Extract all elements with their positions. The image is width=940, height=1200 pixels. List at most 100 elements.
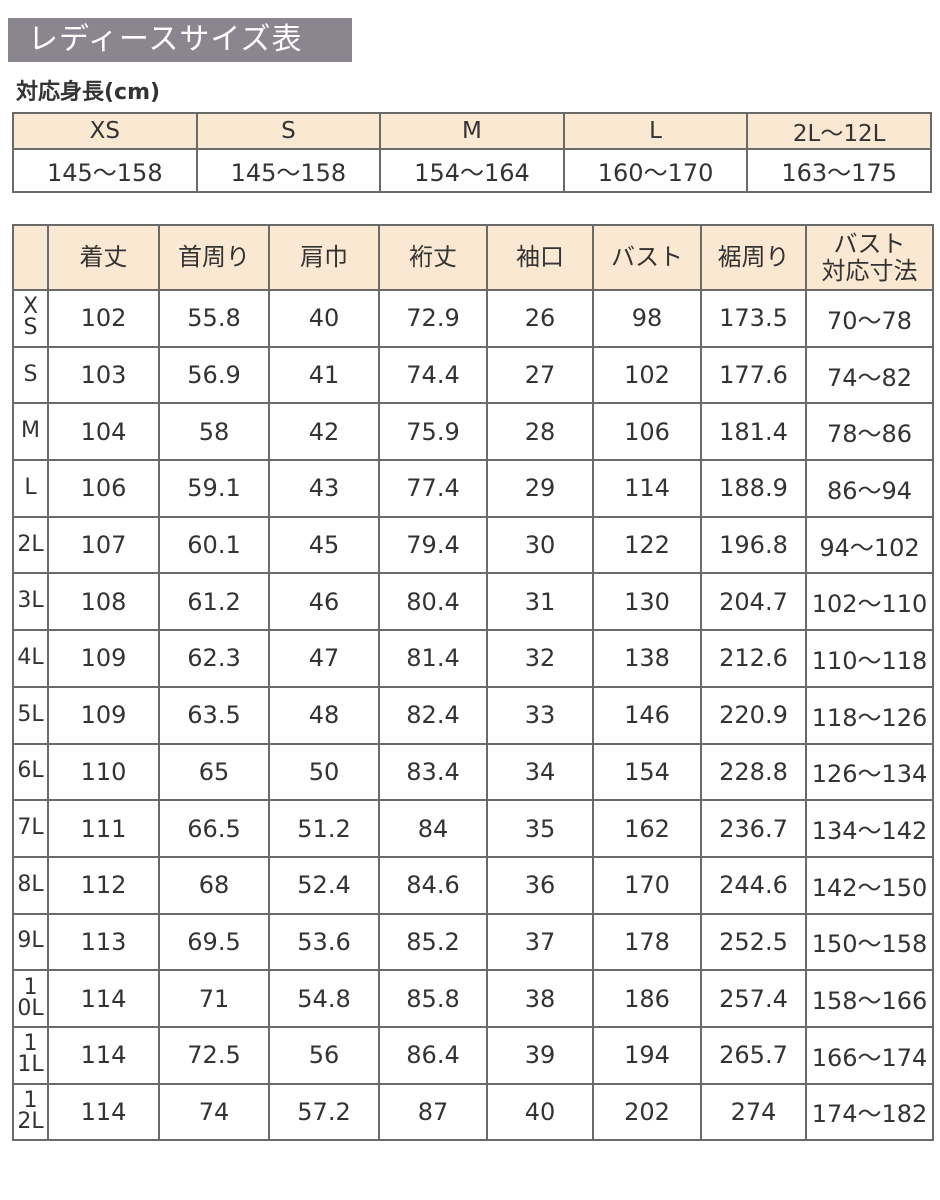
measurement: 80.4 — [378, 572, 488, 632]
measurement: 130 — [592, 572, 702, 632]
column-header: 裄丈 — [378, 224, 488, 291]
size-label: 12L — [17, 1088, 44, 1134]
measurement: 36 — [486, 855, 594, 915]
measurement: 55.8 — [158, 289, 270, 348]
size-row: M 104 58 42 75.9 28 106 181.4 78〜86 — [12, 402, 934, 462]
size-row: XS 102 55.8 40 72.9 26 98 173.5 70〜78 — [12, 289, 934, 348]
size-row: 9L 113 69.5 53.6 85.2 37 178 252.5 150〜158 — [12, 912, 934, 972]
measurement: 194 — [592, 1025, 702, 1085]
measurement: 59.1 — [158, 459, 270, 518]
measurement: 150〜158 — [805, 912, 934, 972]
measurement: 84.6 — [378, 855, 488, 915]
column-header: 袖口 — [486, 224, 594, 291]
measurement: 30 — [486, 515, 594, 575]
size-table: 着丈 首周り 肩巾 裄丈 袖口 バスト 裾周り バスト 対応寸法 XS 102 55.8 40 72.9… — [12, 224, 934, 1142]
size-label-cell: M — [12, 402, 49, 462]
measurement: 46 — [268, 572, 380, 632]
measurement: 52.4 — [268, 855, 380, 915]
measurement: 236.7 — [700, 799, 807, 858]
measurement: 204.7 — [700, 572, 807, 632]
column-header: 首周り — [158, 224, 270, 291]
size-row: 4L 109 62.3 47 81.4 32 138 212.6 110〜118 — [12, 629, 934, 688]
measurement: 35 — [486, 799, 594, 858]
height-range: 145〜158 — [195, 148, 382, 193]
measurement: 181.4 — [700, 402, 807, 462]
column-header: バスト — [592, 224, 702, 291]
size-row: 6L 110 65 50 83.4 34 154 228.8 126〜134 — [12, 742, 934, 802]
measurement: 158〜166 — [805, 969, 934, 1028]
measurement: 40 — [486, 1082, 594, 1142]
measurement: 212.6 — [700, 629, 807, 688]
measurement: 103 — [47, 345, 160, 405]
measurement: 86〜94 — [805, 459, 934, 518]
measurement: 87 — [378, 1082, 488, 1142]
size-label-cell: 2L — [12, 515, 49, 575]
measurement: 112 — [47, 855, 160, 915]
measurement: 114 — [47, 969, 160, 1028]
size-row: S 103 56.9 41 74.4 27 102 177.6 74〜82 — [12, 345, 934, 405]
measurement: 110〜118 — [805, 629, 934, 688]
measurement: 27 — [486, 345, 594, 405]
size-label-cell: 8L — [12, 855, 49, 915]
measurement: 113 — [47, 912, 160, 972]
column-header-line: バスト — [833, 230, 906, 259]
size-label-cell: 9L — [12, 912, 49, 972]
size-label: L — [24, 474, 37, 500]
measurement: 110 — [47, 742, 160, 802]
measurement: 106 — [47, 459, 160, 518]
size-label-cell: 5L — [12, 685, 49, 745]
measurement: 108 — [47, 572, 160, 632]
measurement: 274 — [700, 1082, 807, 1142]
size-label: 11L — [17, 1031, 44, 1078]
measurement: 134〜142 — [805, 799, 934, 858]
measurement: 74〜82 — [805, 345, 934, 405]
size-row: 5L 109 63.5 48 82.4 33 146 220.9 118〜126 — [12, 685, 934, 745]
size-label: 9L — [17, 928, 44, 954]
measurement: 79.4 — [378, 515, 488, 575]
measurement: 47 — [268, 629, 380, 688]
measurement: 63.5 — [158, 685, 270, 745]
size-label: 10L — [17, 974, 44, 1021]
measurement: 146 — [592, 685, 702, 745]
size-row: 2L 107 60.1 45 79.4 30 122 196.8 94〜102 — [12, 515, 934, 575]
measurement: 83.4 — [378, 742, 488, 802]
measurement: 43 — [268, 459, 380, 518]
measurement: 53.6 — [268, 912, 380, 972]
measurement: 54.8 — [268, 969, 380, 1028]
size-label-cell: 7L — [12, 799, 49, 858]
measurement: 72.5 — [158, 1025, 270, 1085]
measurement: 98 — [592, 289, 702, 348]
size-label: 6L — [17, 758, 44, 784]
measurement: 102 — [47, 289, 160, 348]
height-range: 154〜164 — [379, 148, 565, 193]
measurement: 71 — [158, 969, 270, 1028]
measurement: 58 — [158, 402, 270, 462]
measurement: 85.8 — [378, 969, 488, 1028]
size-header: L — [562, 112, 749, 150]
height-table: XS S M L 2L〜12L 145〜158 145〜158 154〜164 160〜170… — [12, 112, 932, 193]
measurement: 94〜102 — [805, 515, 934, 575]
measurement: 166〜174 — [805, 1025, 934, 1085]
size-label: M — [21, 418, 40, 444]
measurement: 60.1 — [158, 515, 270, 575]
column-header: 着丈 — [47, 224, 160, 291]
measurement: 40 — [268, 289, 380, 348]
measurement: 177.6 — [700, 345, 807, 405]
size-header: M — [379, 112, 565, 150]
size-label-cell: 3L — [12, 572, 49, 632]
measurement: 252.5 — [700, 912, 807, 972]
height-body-row: 145〜158 145〜158 154〜164 160〜170 163〜175 — [12, 148, 932, 193]
size-row: 3L 108 61.2 46 80.4 31 130 204.7 102〜110 — [12, 572, 934, 632]
measurement: 142〜150 — [805, 855, 934, 915]
size-label-cell: XS — [12, 289, 49, 348]
measurement: 122 — [592, 515, 702, 575]
measurement: 42 — [268, 402, 380, 462]
size-header: 2L〜12L — [746, 112, 932, 150]
size-label: 5L — [17, 701, 44, 727]
size-label-cell: S — [12, 345, 49, 405]
measurement: 34 — [486, 742, 594, 802]
size-label: 8L — [17, 871, 44, 897]
column-header-line: 対応寸法 — [821, 256, 918, 285]
measurement: 220.9 — [700, 685, 807, 745]
height-header-row: XS S M L 2L〜12L — [12, 112, 932, 150]
